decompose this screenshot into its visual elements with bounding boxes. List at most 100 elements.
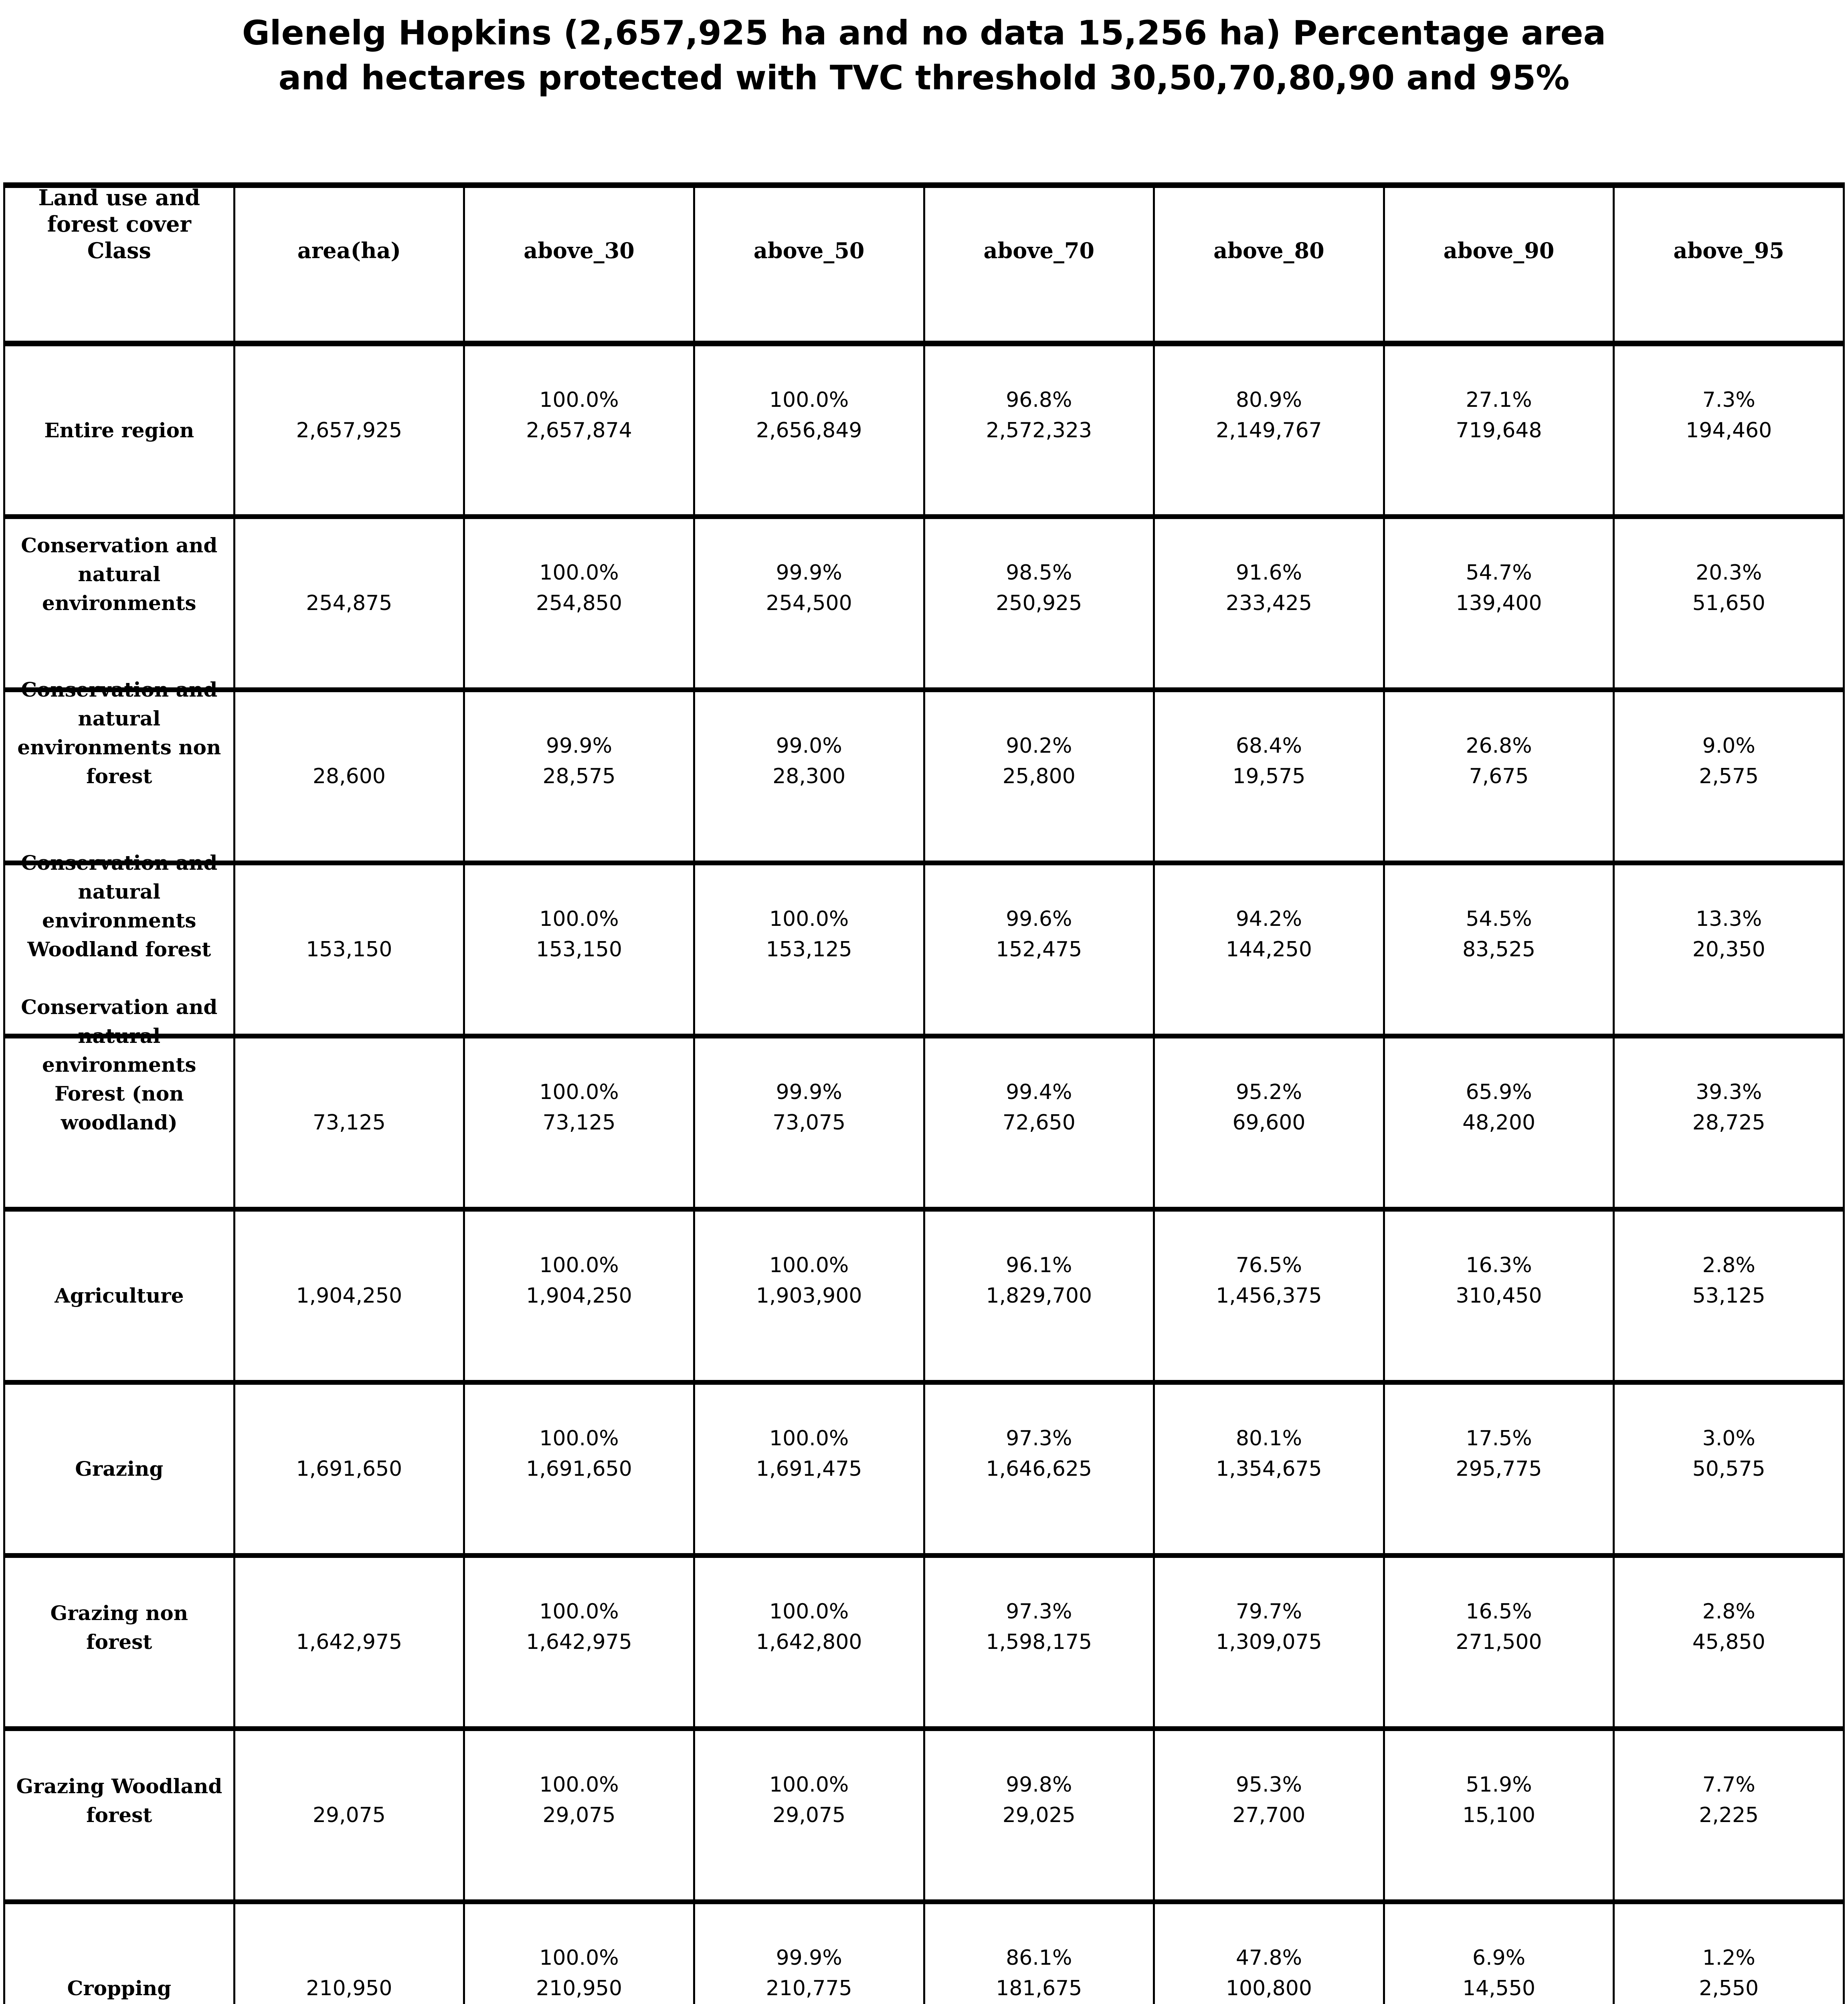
row-label: Grazing non forest bbox=[50, 1601, 188, 1654]
threshold-cell-above_50: 100.0% 153,125 bbox=[693, 862, 925, 1037]
threshold-cell-above_80: 76.5% 1,456,375 bbox=[1153, 1208, 1385, 1384]
threshold-value: 9.0% 2,575 bbox=[1699, 734, 1759, 788]
threshold-value: 86.1% 181,675 bbox=[996, 1946, 1082, 2000]
threshold-cell-above_95: 9.0% 2,575 bbox=[1613, 689, 1845, 864]
row-label-cell: Entire region bbox=[3, 342, 235, 518]
threshold-cell-above_30: 100.0% 1,642,975 bbox=[463, 1554, 695, 1730]
threshold-value: 16.3% 310,450 bbox=[1456, 1253, 1542, 1308]
threshold-value: 100.0% 1,691,650 bbox=[526, 1426, 632, 1481]
threshold-cell-above_90: 65.9% 48,200 bbox=[1383, 1035, 1615, 1210]
threshold-value: 65.9% 48,200 bbox=[1462, 1080, 1536, 1135]
threshold-cell-above_95: 13.3% 20,350 bbox=[1613, 862, 1845, 1037]
col-header-above-70: above_70 bbox=[923, 184, 1155, 345]
threshold-value: 7.7% 2,225 bbox=[1699, 1773, 1759, 1827]
threshold-value: 100.0% 1,642,975 bbox=[526, 1600, 632, 1654]
threshold-value: 47.8% 100,800 bbox=[1225, 1946, 1312, 2000]
threshold-cell-above_80: 80.9% 2,149,767 bbox=[1153, 342, 1385, 518]
row-label: Cropping bbox=[67, 1976, 172, 2000]
col-header-class: Land use and forest cover Class bbox=[3, 184, 235, 345]
threshold-cell-above_70: 90.2% 25,800 bbox=[923, 689, 1155, 864]
table-row: Conservation and natural environments no… bbox=[3, 678, 1845, 864]
col-header-above-95: above_95 bbox=[1613, 184, 1845, 345]
threshold-value: 76.5% 1,456,375 bbox=[1216, 1253, 1322, 1308]
threshold-value: 100.0% 73,125 bbox=[539, 1080, 619, 1135]
area-value: 2,657,925 bbox=[296, 418, 402, 442]
threshold-value: 7.3% 194,460 bbox=[1686, 388, 1772, 442]
row-label-cell: Agriculture bbox=[3, 1208, 235, 1384]
threshold-value: 97.3% 1,646,625 bbox=[986, 1426, 1092, 1481]
row-label-cell: Grazing Woodland forest bbox=[3, 1727, 235, 1903]
threshold-value: 100.0% 153,150 bbox=[536, 907, 623, 962]
title-line2: and hectares protected with TVC threshol… bbox=[278, 58, 1570, 97]
threshold-value: 27.1% 719,648 bbox=[1456, 388, 1542, 442]
threshold-value: 99.9% 254,500 bbox=[766, 561, 852, 615]
row-label: Grazing bbox=[75, 1457, 164, 1481]
threshold-cell-above_50: 100.0% 1,691,475 bbox=[693, 1381, 925, 1557]
table-header: Land use and forest cover Class area(ha)… bbox=[3, 184, 1845, 345]
col-header-above-80: above_80 bbox=[1153, 184, 1385, 345]
threshold-cell-above_70: 97.3% 1,646,625 bbox=[923, 1381, 1155, 1557]
threshold-cell-above_30: 100.0% 2,657,874 bbox=[463, 342, 695, 518]
threshold-cell-above_95: 2.8% 45,850 bbox=[1613, 1554, 1845, 1730]
threshold-cell-above_30: 100.0% 29,075 bbox=[463, 1727, 695, 1903]
threshold-cell-above_70: 99.4% 72,650 bbox=[923, 1035, 1155, 1210]
threshold-value: 100.0% 1,903,900 bbox=[756, 1253, 862, 1308]
threshold-cell-above_50: 99.9% 254,500 bbox=[693, 515, 925, 691]
threshold-cell-above_50: 100.0% 2,656,849 bbox=[693, 342, 925, 518]
area-cell: 254,875 bbox=[233, 515, 465, 691]
threshold-value: 96.1% 1,829,700 bbox=[986, 1253, 1092, 1308]
threshold-value: 26.8% 7,675 bbox=[1466, 734, 1532, 788]
threshold-cell-above_95: 3.0% 50,575 bbox=[1613, 1381, 1845, 1557]
threshold-value: 99.9% 28,575 bbox=[542, 734, 616, 788]
row-label-cell: Conservation and natural environments no… bbox=[3, 678, 235, 864]
threshold-value: 98.5% 250,925 bbox=[996, 561, 1082, 615]
threshold-cell-above_70: 96.1% 1,829,700 bbox=[923, 1208, 1155, 1384]
row-label: Conservation and natural environments bbox=[21, 533, 218, 615]
threshold-cell-above_90: 54.7% 139,400 bbox=[1383, 515, 1615, 691]
threshold-value: 54.5% 83,525 bbox=[1462, 907, 1536, 962]
threshold-value: 2.8% 53,125 bbox=[1692, 1253, 1765, 1308]
area-cell: 1,642,975 bbox=[233, 1554, 465, 1730]
threshold-cell-above_90: 16.5% 271,500 bbox=[1383, 1554, 1615, 1730]
threshold-cell-above_90: 26.8% 7,675 bbox=[1383, 689, 1615, 864]
table-row: Cropping 210,950 100.0% 210,950 99.9% 210,7… bbox=[3, 1901, 1845, 2004]
row-label: Agriculture bbox=[55, 1284, 184, 1307]
threshold-cell-above_90: 54.5% 83,525 bbox=[1383, 862, 1615, 1037]
threshold-cell-above_70: 99.6% 152,475 bbox=[923, 862, 1155, 1037]
area-value: 1,691,650 bbox=[296, 1457, 402, 1481]
threshold-cell-above_70: 98.5% 250,925 bbox=[923, 515, 1155, 691]
threshold-cell-above_70: 97.3% 1,598,175 bbox=[923, 1554, 1155, 1730]
threshold-value: 100.0% 1,904,250 bbox=[526, 1253, 632, 1308]
threshold-value: 20.3% 51,650 bbox=[1692, 561, 1765, 615]
threshold-value: 100.0% 1,691,475 bbox=[756, 1426, 862, 1481]
threshold-value: 80.9% 2,149,767 bbox=[1216, 388, 1322, 442]
threshold-cell-above_50: 99.9% 73,075 bbox=[693, 1035, 925, 1210]
threshold-cell-above_50: 100.0% 1,642,800 bbox=[693, 1554, 925, 1730]
area-cell: 1,904,250 bbox=[233, 1208, 465, 1384]
threshold-cell-above_30: 100.0% 1,691,650 bbox=[463, 1381, 695, 1557]
data-table: Land use and forest cover Class area(ha)… bbox=[3, 182, 1845, 2004]
threshold-value: 100.0% 1,642,800 bbox=[756, 1600, 862, 1654]
threshold-cell-above_80: 91.6% 233,425 bbox=[1153, 515, 1385, 691]
threshold-cell-above_30: 100.0% 153,150 bbox=[463, 862, 695, 1037]
threshold-cell-above_80: 79.7% 1,309,075 bbox=[1153, 1554, 1385, 1730]
area-cell: 210,950 bbox=[233, 1901, 465, 2004]
threshold-value: 100.0% 29,075 bbox=[539, 1773, 619, 1827]
threshold-cell-above_95: 1.2% 2,550 bbox=[1613, 1901, 1845, 2004]
threshold-value: 51.9% 15,100 bbox=[1462, 1773, 1536, 1827]
area-value: 1,642,975 bbox=[296, 1630, 402, 1654]
threshold-cell-above_95: 7.7% 2,225 bbox=[1613, 1727, 1845, 1903]
threshold-cell-above_95: 7.3% 194,460 bbox=[1613, 342, 1845, 518]
row-label-cell: Grazing non forest bbox=[3, 1554, 235, 1730]
table-row: Conservation and natural environments Fo… bbox=[3, 995, 1845, 1210]
row-label: Conservation and natural environments Fo… bbox=[21, 995, 218, 1134]
area-cell: 73,125 bbox=[233, 1035, 465, 1210]
row-label: Entire region bbox=[44, 418, 194, 442]
threshold-value: 3.0% 50,575 bbox=[1692, 1426, 1765, 1481]
threshold-cell-above_30: 100.0% 1,904,250 bbox=[463, 1208, 695, 1384]
threshold-cell-above_50: 100.0% 1,903,900 bbox=[693, 1208, 925, 1384]
threshold-value: 99.9% 73,075 bbox=[772, 1080, 846, 1135]
threshold-value: 100.0% 2,656,849 bbox=[756, 388, 862, 442]
threshold-value: 6.9% 14,550 bbox=[1462, 1946, 1536, 2000]
